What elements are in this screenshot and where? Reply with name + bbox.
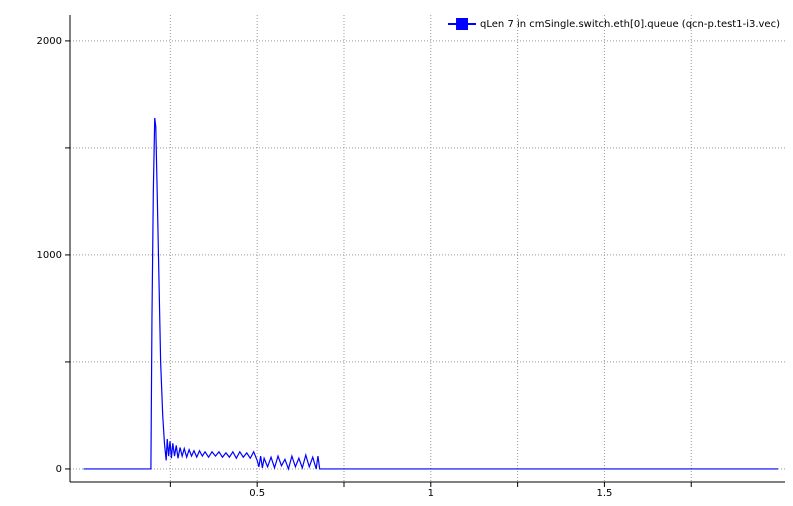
legend-marker [456, 18, 469, 30]
y-tick-label: 2000 [37, 36, 62, 47]
x-tick-label: 0.5 [249, 488, 265, 499]
y-tick-label: 0 [56, 464, 62, 475]
legend-label: qLen 7 in cmSingle.switch.eth[0].queue (… [480, 19, 780, 30]
data-line [83, 117, 779, 471]
y-tick-label: 1000 [37, 250, 62, 261]
plot-area [70, 15, 785, 482]
x-tick-label: 1.5 [596, 488, 612, 499]
x-tick-label: 1 [428, 488, 434, 499]
